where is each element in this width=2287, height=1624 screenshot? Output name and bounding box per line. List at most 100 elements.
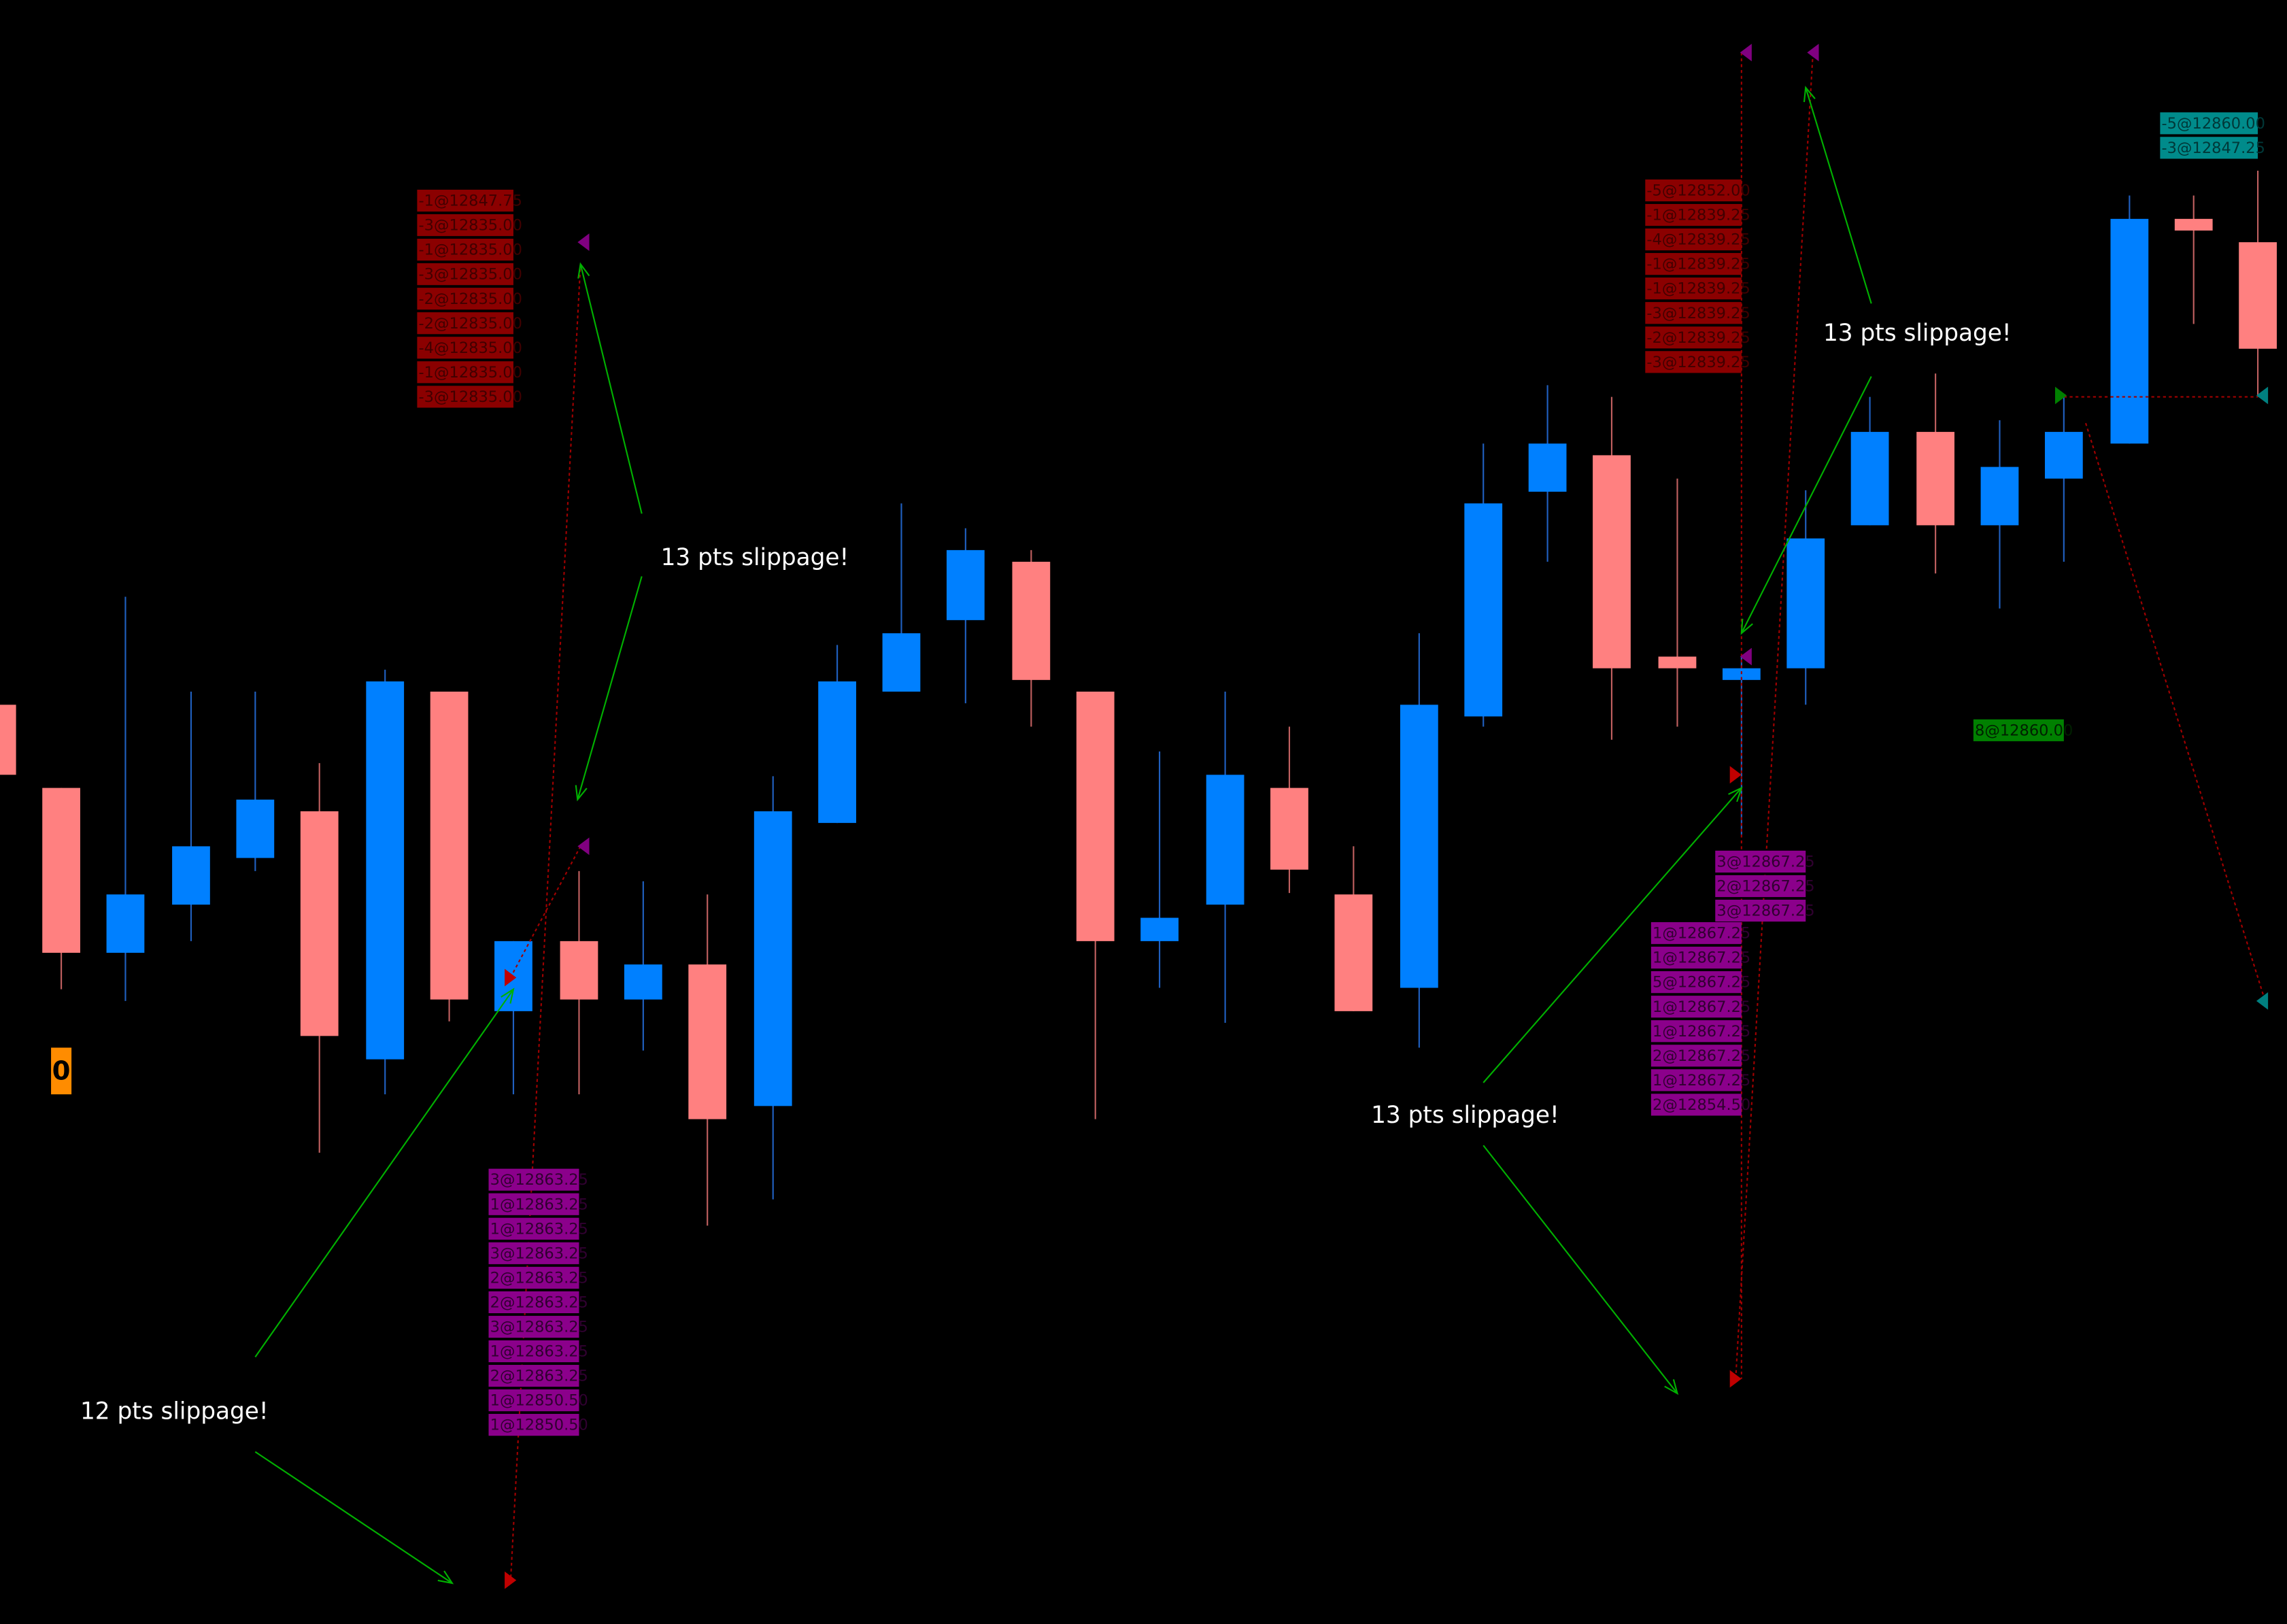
trade-marker [1740, 44, 1752, 62]
arrow-head [575, 785, 588, 802]
order-label-bg [488, 1414, 579, 1436]
arrow-head [1728, 786, 1743, 802]
trade-line [2084, 422, 2266, 1002]
order-label-bg [488, 1217, 579, 1240]
order-label-bg [417, 288, 513, 310]
order-label: -4@12839.25 [1646, 231, 1750, 249]
order-label-bg [1973, 719, 2064, 741]
order-label: 1@12850.50 [490, 1392, 588, 1410]
trade-marker [577, 233, 590, 252]
order-label: -1@12839.25 [1646, 207, 1750, 224]
order-label-bg [417, 189, 513, 212]
order-label-bg [488, 1315, 579, 1338]
order-label: -5@12860.00 [2162, 115, 2265, 133]
annotation-arrow [1483, 1145, 1678, 1394]
order-label: -2@12835.00 [419, 290, 522, 308]
annotation-arrow [1483, 787, 1742, 1083]
order-label-bg [2160, 112, 2258, 135]
order-label: -3@12835.00 [419, 217, 522, 235]
order-label-bg [1650, 1045, 1742, 1067]
candle-body [1850, 432, 1889, 526]
arrow-head [1740, 618, 1753, 635]
candle-body [0, 705, 16, 775]
order-label-bg [1650, 971, 1742, 994]
order-label-bg [417, 337, 513, 359]
order-label-bg [1650, 1069, 1742, 1092]
arrow-head [1803, 86, 1816, 103]
order-label-bg [488, 1266, 579, 1289]
order-label: 1@12867.25 [1653, 1023, 1750, 1041]
order-label-bg [1645, 277, 1742, 300]
order-label-bg [1645, 203, 1742, 226]
slippage-annotation: 12 pts slippage! [80, 1398, 269, 1425]
annotation-arrow [1805, 87, 1872, 304]
slippage-annotation: 13 pts slippage! [661, 544, 849, 571]
order-label-bg [1715, 899, 1806, 922]
order-label: -3@12835.00 [419, 388, 522, 406]
trade-marker [505, 968, 517, 987]
trade-marker [2054, 386, 2067, 405]
candle-body [1916, 432, 1954, 526]
order-label: 2@12863.25 [490, 1368, 588, 1385]
order-label-bg [488, 1242, 579, 1264]
order-label-bg [417, 312, 513, 335]
order-label: -1@12839.25 [1646, 280, 1750, 298]
order-label: 1@12867.25 [1653, 949, 1750, 967]
candle-body [2110, 218, 2149, 444]
order-label: 1@12863.25 [490, 1196, 588, 1213]
order-label: 2@12867.25 [1716, 878, 1814, 896]
candle-body [1980, 467, 2019, 526]
candle-body [2044, 432, 2083, 479]
order-label-bg [488, 1389, 579, 1412]
order-label-bg [1650, 1020, 1742, 1043]
position-value: 0 [52, 1055, 71, 1086]
order-label: -3@12839.25 [1646, 354, 1750, 371]
candle-body [172, 846, 210, 905]
order-label: -3@12847.25 [2162, 139, 2265, 157]
order-label-bg [488, 1168, 579, 1191]
order-label-bg [1645, 253, 1742, 275]
candle-body [882, 633, 921, 692]
order-label-bg [1650, 1094, 1742, 1116]
order-label: 5@12867.25 [1653, 974, 1750, 992]
candle-body [560, 941, 598, 1000]
order-label-bg [417, 214, 513, 237]
candle-body [1076, 691, 1115, 941]
order-label-bg [488, 1364, 579, 1387]
arrow-head [577, 262, 590, 279]
order-label-bg [488, 1291, 579, 1313]
candle-body [430, 691, 469, 1000]
order-label: 1@12867.25 [1653, 1072, 1750, 1089]
slippage-annotation: 13 pts slippage! [1371, 1102, 1559, 1129]
trade-marker [1740, 647, 1752, 666]
order-label: 1@12867.25 [1653, 998, 1750, 1016]
order-label: -3@12839.25 [1646, 305, 1750, 322]
position-box [51, 1047, 72, 1095]
arrow-head [501, 987, 515, 1004]
order-label: 3@12867.25 [1716, 853, 1814, 871]
order-label: 3@12863.25 [490, 1171, 588, 1189]
candle-body [236, 799, 275, 858]
order-label-bg [1650, 996, 1742, 1018]
order-label-bg [1645, 351, 1742, 373]
order-label: 2@12863.25 [490, 1269, 588, 1287]
trade-marker [505, 1571, 517, 1589]
candle-body [106, 894, 145, 953]
candle-body [300, 811, 339, 1036]
order-label-bg [417, 239, 513, 261]
order-label-bg [2160, 137, 2258, 159]
trade-marker [1729, 766, 1742, 784]
candle-body [1206, 775, 1244, 905]
annotation-arrow [577, 576, 643, 800]
order-label: -3@12835.00 [419, 266, 522, 284]
order-label: -1@12835.00 [419, 241, 522, 259]
candle-body [1464, 503, 1503, 717]
order-label-bg [488, 1340, 579, 1363]
trade-marker [1729, 1370, 1742, 1388]
order-label-bg [417, 263, 513, 286]
annotation-arrow [579, 264, 643, 514]
order-label: 2@12867.25 [1653, 1047, 1750, 1065]
candle-body [1012, 562, 1051, 680]
